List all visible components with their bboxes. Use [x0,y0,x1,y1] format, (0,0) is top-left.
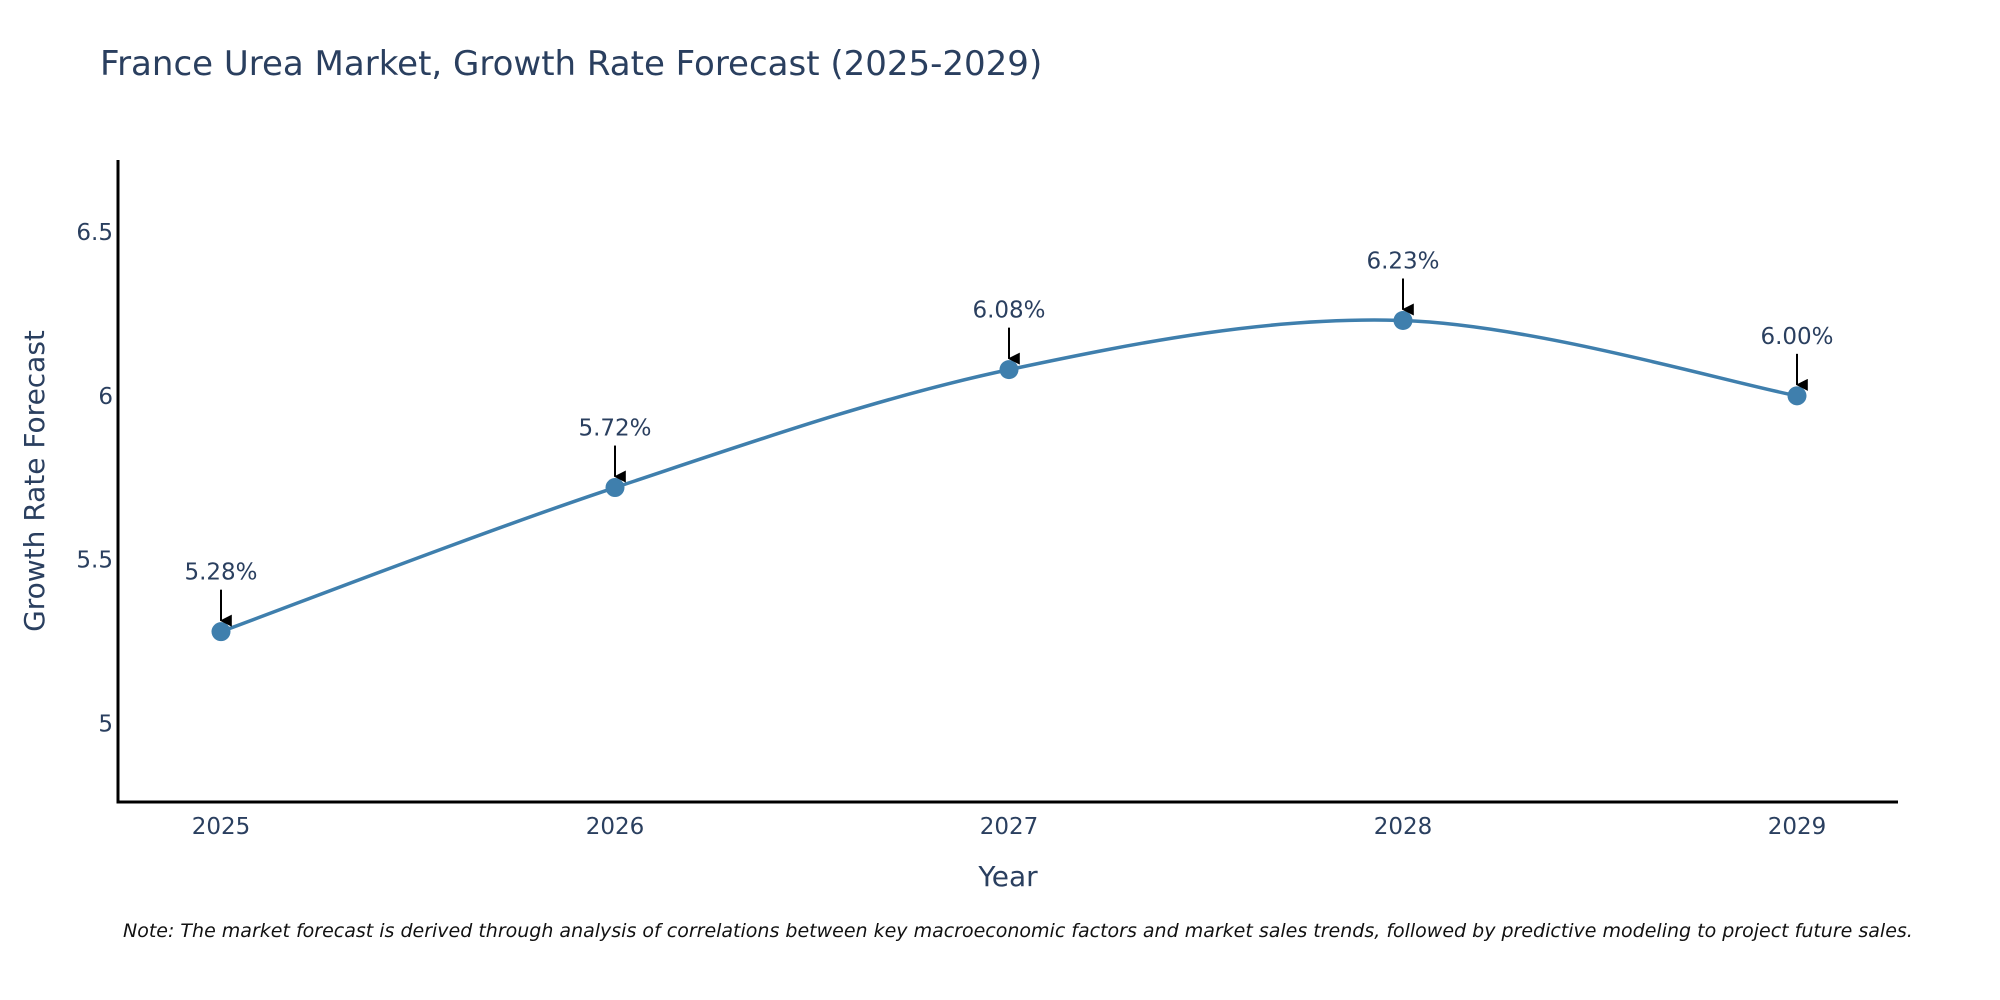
data-label: 5.28% [184,560,257,586]
data-label: 5.72% [578,416,651,442]
chart-title: France Urea Market, Growth Rate Forecast… [100,44,1043,84]
y-tick-label: 5.5 [76,548,113,574]
data-point[interactable] [211,622,231,642]
annotation-layer: 5.28% 5.72% 6.08% 6.23% 6.00% [184,249,1834,627]
x-tick-label: 2026 [586,814,645,840]
axes: 5 5.5 6 6.5 2025 2026 2027 2028 2029 [76,160,1898,840]
series-layer [211,311,1807,642]
x-axis-title: Year [977,860,1038,893]
data-label: 6.08% [972,298,1045,324]
x-tick-label: 2028 [1374,814,1433,840]
y-axis-title: Growth Rate Forecast [18,330,51,632]
y-tick-label: 6.5 [76,220,113,246]
data-point[interactable] [1787,386,1807,406]
data-point[interactable] [1393,311,1413,330]
data-label: 6.23% [1366,249,1439,275]
data-point[interactable] [605,478,625,498]
y-tick-label: 5 [98,711,113,737]
data-label: 6.00% [1760,324,1833,350]
x-tick-label: 2025 [192,814,251,840]
chart-note: Note: The market forecast is derived thr… [123,920,1913,942]
data-point[interactable] [999,360,1019,380]
x-tick-label: 2029 [1768,814,1827,840]
y-tick-label: 6 [98,384,113,410]
x-tick-label: 2027 [980,814,1039,840]
